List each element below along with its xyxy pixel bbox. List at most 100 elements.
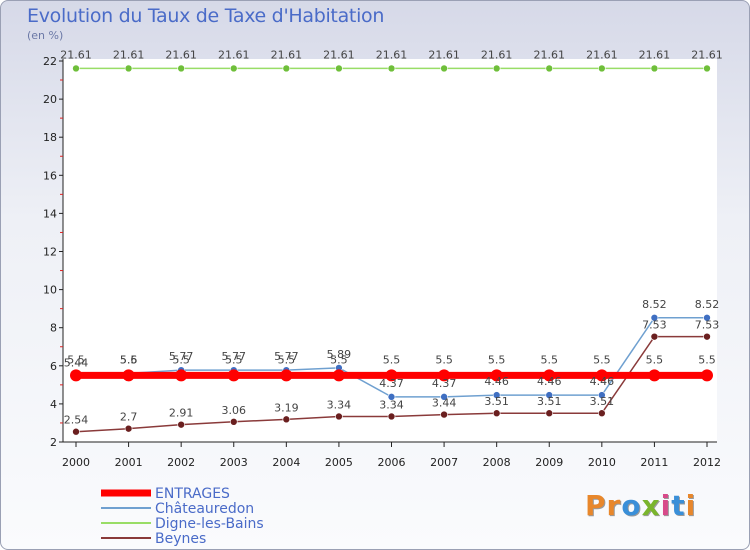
data-point: [177, 420, 185, 429]
data-point: [335, 412, 343, 421]
proxiti-logo: Proxiti: [585, 489, 696, 522]
y-tick-label: 6: [50, 360, 57, 373]
data-point: [227, 369, 240, 382]
y-tick-label: 14: [43, 207, 57, 220]
data-label: 5.5: [383, 353, 401, 366]
y-tick-label: 16: [43, 169, 57, 182]
x-tick-label: 2002: [167, 456, 195, 469]
data-point: [72, 427, 80, 436]
data-point: [703, 332, 711, 341]
data-point: [650, 332, 659, 341]
data-point: [177, 64, 185, 73]
data-point: [490, 369, 503, 382]
data-point: [545, 64, 554, 73]
data-label: 5.5: [698, 353, 716, 366]
data-label: 5.5: [488, 353, 506, 366]
x-tick-label: 2011: [640, 456, 668, 469]
data-label: 5.5: [67, 353, 85, 366]
data-label: 4.37: [432, 377, 457, 390]
data-label: 5.77: [222, 350, 247, 363]
data-point: [175, 369, 188, 382]
data-point: [595, 369, 608, 382]
x-tick-label: 2004: [272, 456, 300, 469]
data-label: 21.61: [639, 48, 671, 61]
data-point: [703, 64, 711, 73]
data-label: 4.46: [537, 375, 562, 388]
data-label: 3.44: [432, 397, 457, 410]
data-label: 21.61: [586, 48, 618, 61]
data-label: 3.51: [590, 395, 615, 408]
logo-letter: P: [585, 489, 607, 522]
data-label: 21.61: [323, 48, 355, 61]
logo-letter: i: [660, 489, 672, 522]
data-point: [440, 410, 448, 419]
data-point: [387, 412, 396, 421]
data-point: [440, 393, 448, 401]
x-tick-label: 2003: [220, 456, 248, 469]
legend-label: Digne-les-Bains: [155, 516, 264, 532]
data-point: [229, 418, 238, 426]
data-point: [545, 391, 554, 399]
data-label: 5.5: [541, 353, 559, 366]
data-label: 3.19: [274, 401, 299, 414]
data-label: 5.6: [120, 353, 138, 366]
data-point: [598, 64, 606, 73]
data-label: 3.06: [222, 404, 247, 417]
y-tick-label: 18: [43, 131, 57, 144]
x-tick-label: 2001: [115, 456, 143, 469]
data-label: 5.5: [330, 353, 348, 366]
data-point: [492, 64, 501, 73]
x-tick-label: 2008: [483, 456, 511, 469]
logo-letter: i: [685, 489, 697, 522]
data-label: 8.52: [642, 298, 667, 311]
y-tick-label: 2: [50, 436, 57, 449]
y-tick-label: 12: [43, 246, 57, 259]
data-point: [332, 369, 345, 382]
legend-label: ENTRAGES: [155, 486, 230, 502]
data-label: 21.61: [271, 48, 303, 61]
data-point: [545, 409, 554, 418]
data-label: 3.51: [484, 395, 509, 408]
data-label: 5.5: [435, 353, 453, 366]
data-label: 4.46: [590, 375, 615, 388]
data-point: [335, 64, 343, 73]
data-label: 4.46: [484, 375, 509, 388]
data-point: [648, 369, 661, 382]
data-label: 8.52: [695, 298, 720, 311]
data-label: 5.77: [274, 350, 299, 363]
data-label: 21.61: [428, 48, 460, 61]
data-label: 4.37: [379, 377, 404, 390]
x-tick-label: 2009: [535, 456, 563, 469]
data-point: [387, 393, 396, 401]
y-tick-label: 20: [43, 93, 57, 106]
data-point: [598, 391, 606, 399]
data-label: 21.61: [534, 48, 566, 61]
logo-letter: r: [606, 489, 622, 522]
data-label: 5.44: [64, 356, 89, 369]
data-point: [701, 369, 713, 382]
data-label: 21.61: [481, 48, 513, 61]
legend-label: Châteauredon: [155, 501, 254, 517]
data-label: 21.61: [691, 48, 723, 61]
unit-label: (en %): [27, 29, 64, 42]
data-label: 5.5: [278, 353, 296, 366]
data-point: [703, 313, 711, 322]
data-label: 21.61: [376, 48, 408, 61]
data-point: [229, 64, 238, 73]
data-point: [385, 369, 398, 382]
data-label: 5.77: [169, 350, 194, 363]
data-point: [387, 64, 396, 73]
data-label: 5.5: [593, 353, 611, 366]
y-tick-label: 10: [43, 284, 57, 297]
data-point: [124, 424, 133, 433]
x-tick-label: 2006: [378, 456, 406, 469]
data-label: 7.53: [642, 319, 667, 332]
data-label: 21.61: [113, 48, 145, 61]
data-point: [543, 369, 556, 382]
legend-label: Beynes: [155, 531, 206, 547]
data-point: [650, 64, 659, 73]
x-tick-label: 2005: [325, 456, 353, 469]
data-point: [440, 64, 448, 73]
logo-letter: t: [671, 489, 686, 522]
